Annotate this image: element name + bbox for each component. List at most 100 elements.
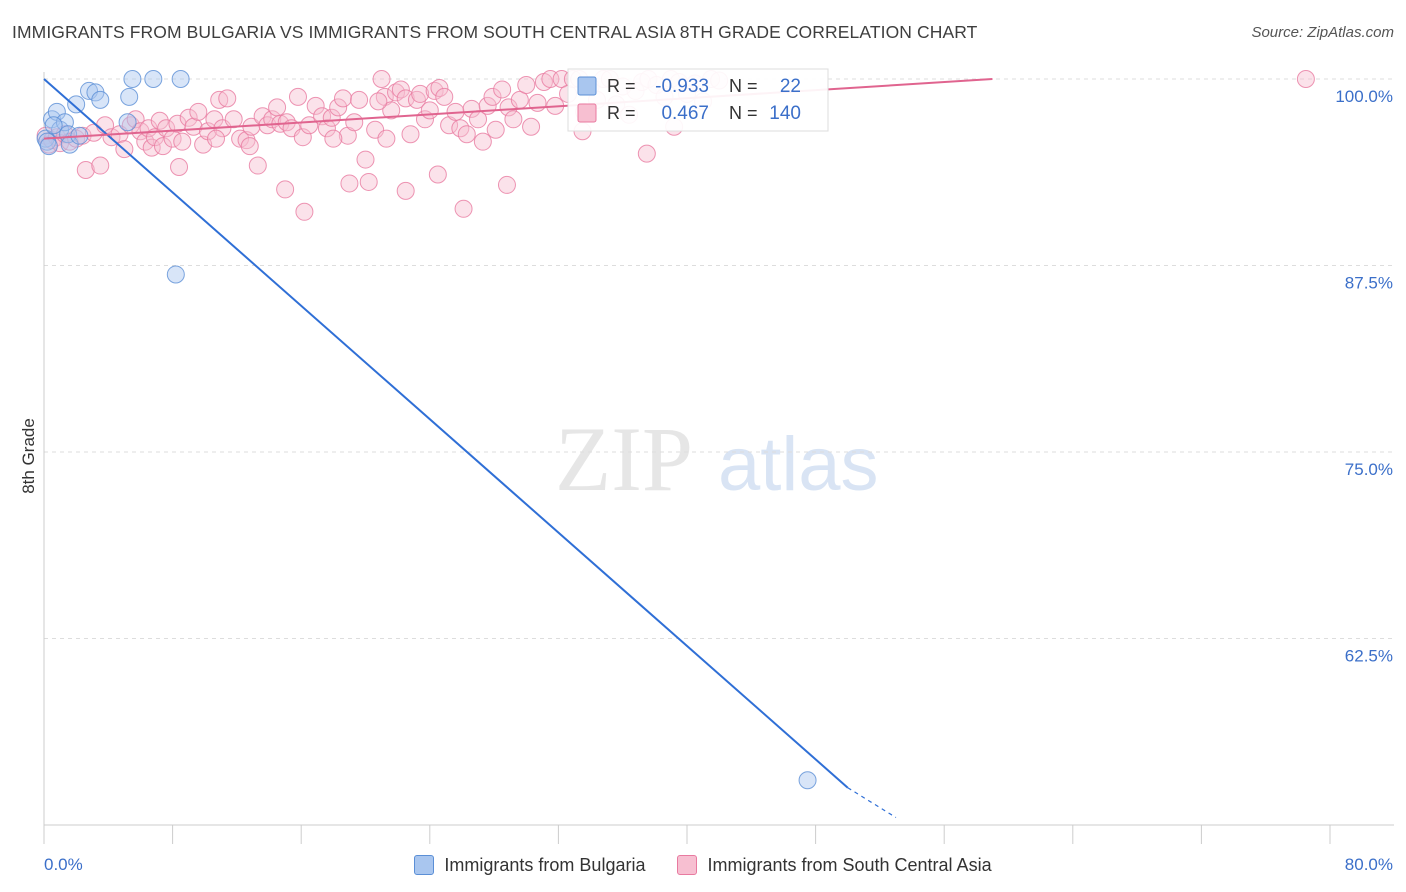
point-south-central-asia (1296, 70, 1315, 88)
point-south-central-asia (329, 98, 348, 117)
y-tick-label: 75.0% (1345, 460, 1393, 479)
point-bulgaria (798, 771, 817, 790)
point-south-central-asia (493, 80, 512, 99)
point-south-central-asia (435, 87, 454, 106)
legend-swatch-south-central-asia (677, 855, 698, 875)
point-south-central-asia (306, 96, 325, 115)
point-bulgaria (55, 113, 74, 132)
point-south-central-asia (207, 129, 226, 148)
point-bulgaria (123, 70, 142, 88)
point-south-central-asia (173, 132, 192, 151)
point-south-central-asia (637, 144, 656, 163)
point-south-central-asia (428, 165, 447, 184)
point-south-central-asia (382, 101, 401, 120)
stats-n-value: 140 (769, 103, 801, 124)
trendline-bulgaria-extension (847, 787, 897, 819)
point-bulgaria (118, 113, 137, 132)
source-credit: Source: ZipAtlas.com (1251, 24, 1394, 41)
point-south-central-asia (293, 128, 312, 147)
stats-r-label: R = (607, 76, 636, 96)
stats-r-label: R = (607, 103, 636, 123)
point-south-central-asia (189, 102, 208, 121)
point-south-central-asia (276, 180, 295, 199)
stats-swatch (577, 76, 597, 96)
y-axis-label: 8th Grade (19, 418, 38, 494)
stats-swatch (577, 103, 597, 123)
point-south-central-asia (457, 125, 476, 144)
point-south-central-asia (350, 90, 369, 109)
stats-box: R = -0.933 N = 22 R = 0.467 N = 140 (567, 68, 829, 132)
point-south-central-asia (483, 87, 502, 106)
point-south-central-asia (499, 98, 518, 117)
point-south-central-asia (372, 70, 391, 88)
legend-label-south-central-asia: Immigrants from South Central Asia (707, 854, 992, 875)
point-south-central-asia (454, 199, 473, 218)
point-south-central-asia (224, 110, 243, 129)
watermark-atlas: atlas (718, 422, 879, 507)
chart-title: IMMIGRANTS FROM BULGARIA VS IMMIGRANTS F… (12, 22, 978, 42)
legend-item-south-central-asia[interactable]: Immigrants from South Central Asia (677, 854, 992, 876)
point-south-central-asia (179, 108, 198, 127)
point-south-central-asia (430, 78, 449, 97)
point-south-central-asia (76, 161, 95, 180)
point-south-central-asia (359, 172, 378, 191)
point-bulgaria (91, 90, 110, 109)
point-bulgaria (166, 265, 185, 284)
legend-swatch-bulgaria (414, 855, 435, 875)
point-bulgaria (44, 116, 63, 135)
point-south-central-asia (317, 119, 336, 138)
x-tick-label-max: 80.0% (1345, 855, 1393, 874)
point-south-central-asia (333, 89, 352, 108)
stats-n-value: 22 (780, 76, 801, 97)
point-south-central-asia (522, 117, 541, 136)
point-south-central-asia (411, 84, 430, 103)
point-south-central-asia (322, 108, 341, 127)
point-south-central-asia (387, 83, 406, 102)
point-south-central-asia (425, 81, 444, 100)
point-bulgaria (120, 87, 139, 106)
point-south-central-asia (218, 89, 237, 108)
point-south-central-asia (473, 132, 492, 151)
point-south-central-asia (420, 101, 439, 120)
point-bulgaria (67, 95, 86, 114)
watermark-zip: ZIP (555, 408, 693, 510)
point-bulgaria (171, 70, 190, 88)
point-south-central-asia (497, 175, 516, 194)
point-bulgaria (144, 70, 163, 88)
point-south-central-asia (248, 156, 267, 175)
y-tick-label: 62.5% (1345, 647, 1393, 666)
point-south-central-asia (91, 156, 110, 175)
point-south-central-asia (396, 89, 415, 108)
point-south-central-asia (268, 98, 287, 117)
point-south-central-asia (237, 131, 256, 150)
stats-r-value: -0.933 (655, 76, 709, 97)
point-south-central-asia (356, 150, 375, 169)
point-south-central-asia (157, 119, 176, 138)
y-tick-label: 100.0% (1335, 87, 1393, 106)
legend-label-bulgaria: Immigrants from Bulgaria (444, 854, 646, 875)
point-south-central-asia (377, 129, 396, 148)
point-south-central-asia (345, 113, 364, 132)
trendline-bulgaria (43, 78, 849, 789)
point-south-central-asia (517, 75, 536, 94)
point-south-central-asia (324, 129, 343, 148)
y-tick-label: 87.5% (1345, 274, 1393, 293)
stats-n-label: N = (729, 76, 758, 96)
point-south-central-asia (231, 129, 250, 148)
point-south-central-asia (142, 138, 161, 157)
x-tick-label-min: 0.0% (44, 855, 83, 874)
point-south-central-asia (504, 110, 523, 129)
stats-r-value: 0.467 (661, 103, 709, 124)
point-south-central-asia (150, 111, 169, 130)
point-bulgaria (39, 137, 58, 156)
point-south-central-asia (240, 137, 259, 156)
point-south-central-asia (170, 158, 189, 177)
point-south-central-asia (295, 202, 314, 221)
legend: Immigrants from Bulgaria Immigrants from… (0, 850, 1406, 880)
point-south-central-asia (407, 90, 426, 109)
point-south-central-asia (153, 137, 172, 156)
legend-item-bulgaria[interactable]: Immigrants from Bulgaria (414, 855, 645, 876)
point-south-central-asia (369, 92, 388, 111)
point-south-central-asia (401, 125, 420, 144)
